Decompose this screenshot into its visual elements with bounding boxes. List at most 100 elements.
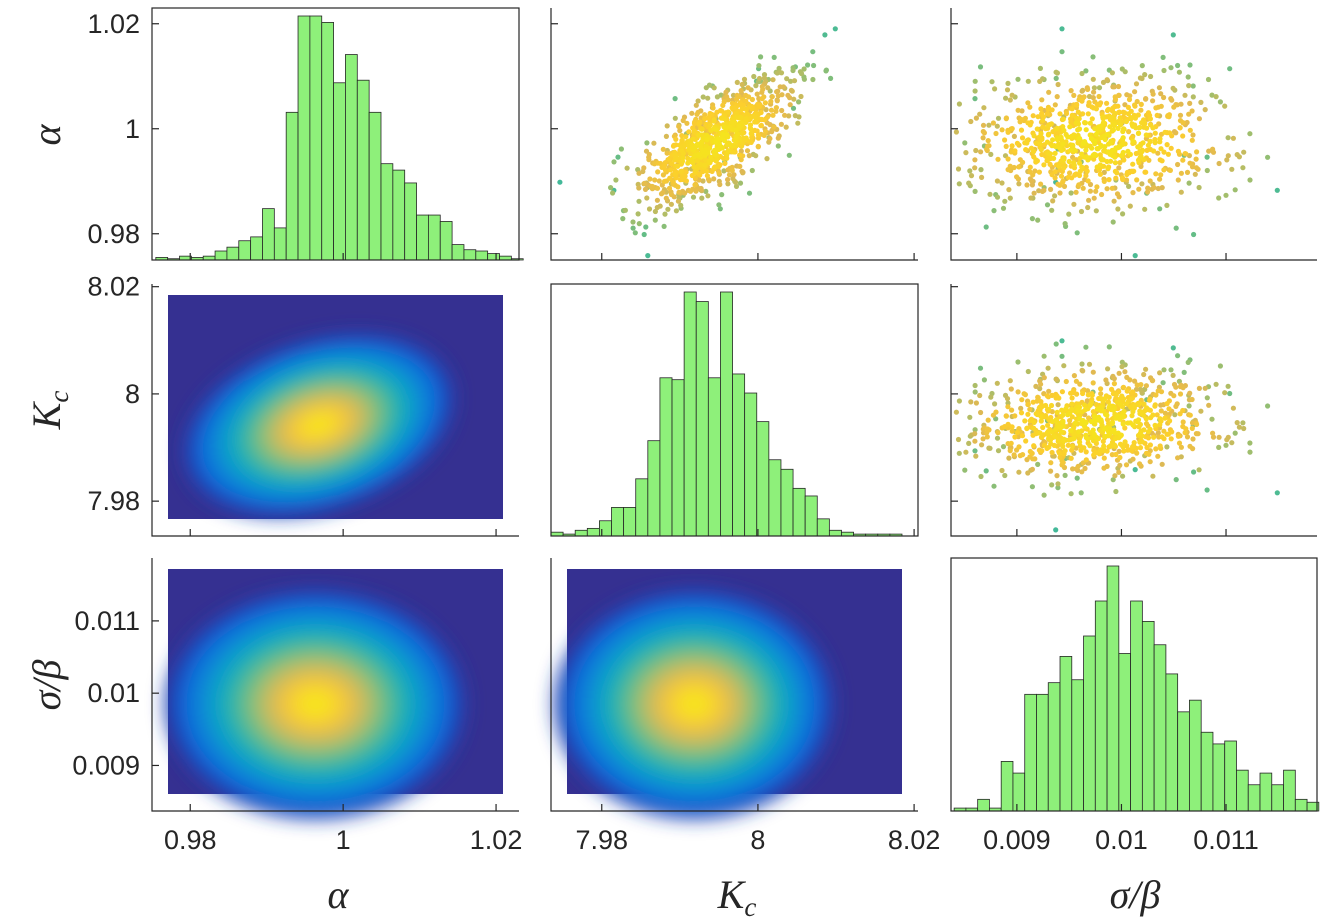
scatter-point [696,121,702,127]
hist-bar [226,246,240,261]
density-axes [151,284,519,537]
scatter-point [1104,158,1110,165]
scatter-point [1160,54,1166,61]
y-tick-label: 7.98 [87,486,140,516]
scatter-point [1046,406,1052,412]
panel-density-sigma-beta-vs-Kc: 7.98 8 8.02 [550,558,940,855]
scatter-point [1073,189,1079,195]
scatter-point [1173,130,1179,136]
scatter-point [966,180,972,186]
scatter-point [1222,390,1228,396]
scatter-point [611,159,617,165]
scatter-point [1029,484,1035,490]
scatter-point [729,167,735,174]
scatter-point [768,107,775,113]
scatter-point [1051,155,1057,161]
scatter-point [1107,140,1113,146]
scatter-point [721,138,728,144]
scatter-point [644,140,650,146]
scatter-point [1104,412,1110,418]
scatter-point [1164,142,1170,148]
scatter-point [990,120,997,126]
scatter-point [702,112,708,118]
scatter-point [1122,439,1128,445]
scatter-point [1056,450,1063,456]
scatter-point [992,86,998,92]
scatter-point [1030,113,1036,119]
x-tick-label: 1 [336,825,351,855]
scatter-point [999,467,1005,474]
scatter-point [725,109,731,115]
scatter-point [743,135,749,141]
scatter-point [733,179,739,185]
scatter-point [751,73,757,80]
scatter-point [1150,125,1156,131]
scatter-point [1112,110,1118,117]
scatter-point [1185,74,1191,80]
scatter-point [973,147,979,154]
scatter-point [1081,445,1087,451]
scatter-point [1114,191,1121,197]
scatter-point [1116,165,1122,171]
hist-bar [321,22,334,261]
scatter-point [1008,440,1014,446]
scatter-point [1061,436,1067,442]
scatter-point [717,181,723,188]
scatter-point [810,76,816,83]
scatter-point [801,66,807,72]
scatter-point [1022,418,1028,424]
scatter-point [1091,431,1097,437]
scatter-point [978,409,984,416]
scatter-point [1155,388,1161,394]
scatter-point [1130,389,1136,395]
scatter-point [730,120,736,126]
scatter-point [788,78,794,84]
scatter-point [692,182,698,188]
scatter-point [733,110,740,117]
scatter-point [1210,430,1216,436]
scatter-point [1150,473,1156,479]
scatter-point [1120,444,1126,450]
scatter-point [1126,183,1132,189]
scatter-point [700,136,706,142]
scatter-point [994,123,1000,129]
scatter-point [1154,112,1160,118]
scatter-point [1150,378,1156,384]
scatter-point [1054,473,1060,479]
scatter-point [660,146,666,152]
scatter-point [995,430,1001,436]
scatter-point [1007,448,1013,454]
scatter-point [698,132,705,138]
scatter-point [1029,216,1035,222]
svg-text:Kc: Kc [24,391,74,431]
scatter-point [1176,440,1183,446]
scatter-point [979,442,985,448]
svg-text:α: α [24,124,69,146]
scatter-point [1044,139,1050,145]
scatter-point [1110,105,1116,111]
scatter-point [667,175,673,181]
scatter-point [702,162,708,168]
scatter-point [1191,469,1197,475]
scatter-point [1185,359,1191,365]
scatter-point [1045,422,1051,428]
scatter-point [1209,92,1215,98]
hist-bar [744,392,758,537]
scatter-point [991,483,997,489]
scatter-point [1227,390,1233,397]
scatter-point [1234,152,1240,158]
scatter-point [1076,429,1082,435]
scatter-point [1157,443,1163,449]
scatter-point [1174,401,1180,407]
hist-bar [416,214,429,261]
hist-bar [392,169,406,261]
scatter-point [1048,402,1055,409]
scatter-point [1027,164,1033,170]
scatter-point [1120,384,1127,390]
panel-scatter-alpha-vs-sigma-beta [950,8,1317,261]
scatter-point [756,63,762,69]
scatter-point [1180,419,1186,425]
scatter-point [720,131,726,137]
scatter-point [978,473,984,480]
density-field [554,569,902,819]
